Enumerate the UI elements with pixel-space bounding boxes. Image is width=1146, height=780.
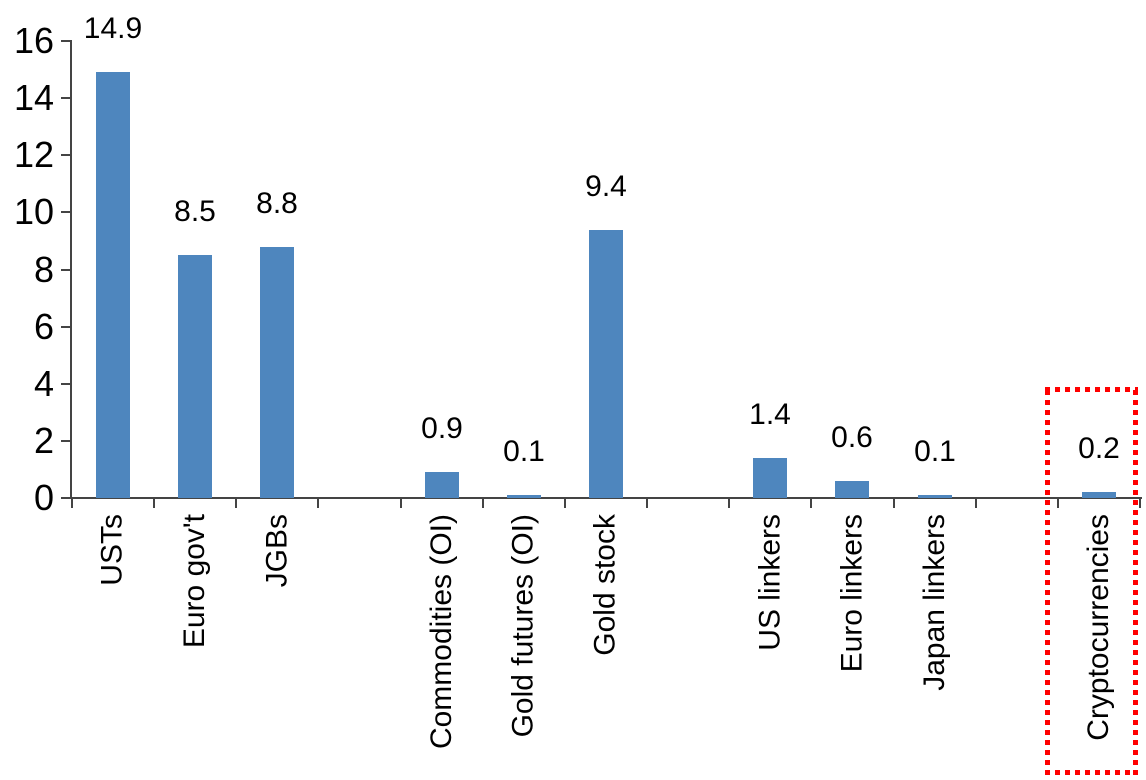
y-axis-tick: [61, 97, 72, 100]
bar: [918, 495, 952, 498]
x-axis-tick: [892, 499, 895, 508]
bar: [753, 458, 787, 498]
y-axis-tick: [61, 325, 72, 328]
bar-value-label: 8.8: [256, 187, 298, 220]
y-axis-tick: [61, 211, 72, 214]
bar-value-label: 8.5: [174, 195, 216, 228]
x-axis-tick: [810, 499, 813, 508]
x-category-label: Euro gov't: [178, 514, 212, 649]
y-axis-tick: [61, 382, 72, 385]
x-category-label: Gold futures (OI): [506, 514, 540, 738]
x-axis-tick: [399, 499, 402, 508]
bar: [507, 495, 541, 498]
bar: [589, 230, 623, 498]
x-axis-tick: [563, 499, 566, 508]
x-axis-tick: [235, 499, 238, 508]
y-axis-tick: [61, 154, 72, 157]
x-axis-tick: [1139, 499, 1141, 508]
bar: [835, 481, 869, 498]
bar: [178, 255, 212, 498]
y-axis-tick-label: 0: [33, 477, 54, 518]
x-category-label: US linkers: [753, 514, 787, 651]
x-axis-tick: [728, 499, 731, 508]
x-category-label: Japan linkers: [917, 514, 951, 691]
bar-value-label: 9.4: [585, 170, 627, 203]
bar: [96, 72, 130, 498]
x-axis-tick: [974, 499, 977, 508]
x-category-label: USTs: [96, 514, 130, 586]
bar: [260, 247, 294, 498]
x-axis-line: [70, 497, 1142, 499]
highlight-box: [1045, 387, 1138, 775]
x-axis-tick: [317, 499, 320, 508]
y-axis-tick-label: 8: [33, 248, 54, 290]
y-axis-tick-label: 14: [13, 77, 54, 119]
y-axis-tick-label: 2: [33, 419, 54, 461]
y-axis-tick-label: 16: [13, 20, 54, 61]
bar: [425, 472, 459, 498]
y-axis-tick: [61, 497, 72, 499]
x-axis-tick: [71, 499, 73, 508]
y-axis-tick: [61, 40, 72, 42]
x-category-label: Euro linkers: [835, 514, 869, 673]
y-axis-tick: [61, 439, 72, 442]
x-axis-tick: [153, 499, 156, 508]
bar-value-label: 0.1: [503, 435, 545, 468]
x-axis-tick: [646, 499, 649, 508]
x-category-label: Gold stock: [589, 514, 622, 656]
y-axis-tick-label: 12: [13, 134, 54, 176]
y-axis-tick-label: 10: [13, 191, 54, 233]
y-axis-tick-label: 6: [33, 305, 54, 347]
x-category-label: JGBs: [260, 514, 294, 588]
bar-value-label: 1.4: [749, 398, 791, 431]
y-axis-tick-label: 4: [33, 362, 54, 404]
bar-value-label: 0.6: [831, 421, 873, 454]
bar-value-label: 14.9: [83, 12, 143, 45]
x-category-label: Commodities (OI): [424, 514, 458, 750]
x-axis-tick: [481, 499, 484, 508]
y-axis-tick: [61, 268, 72, 271]
bar-value-label: 0.9: [421, 412, 463, 445]
bar-value-label: 0.1: [914, 435, 956, 468]
